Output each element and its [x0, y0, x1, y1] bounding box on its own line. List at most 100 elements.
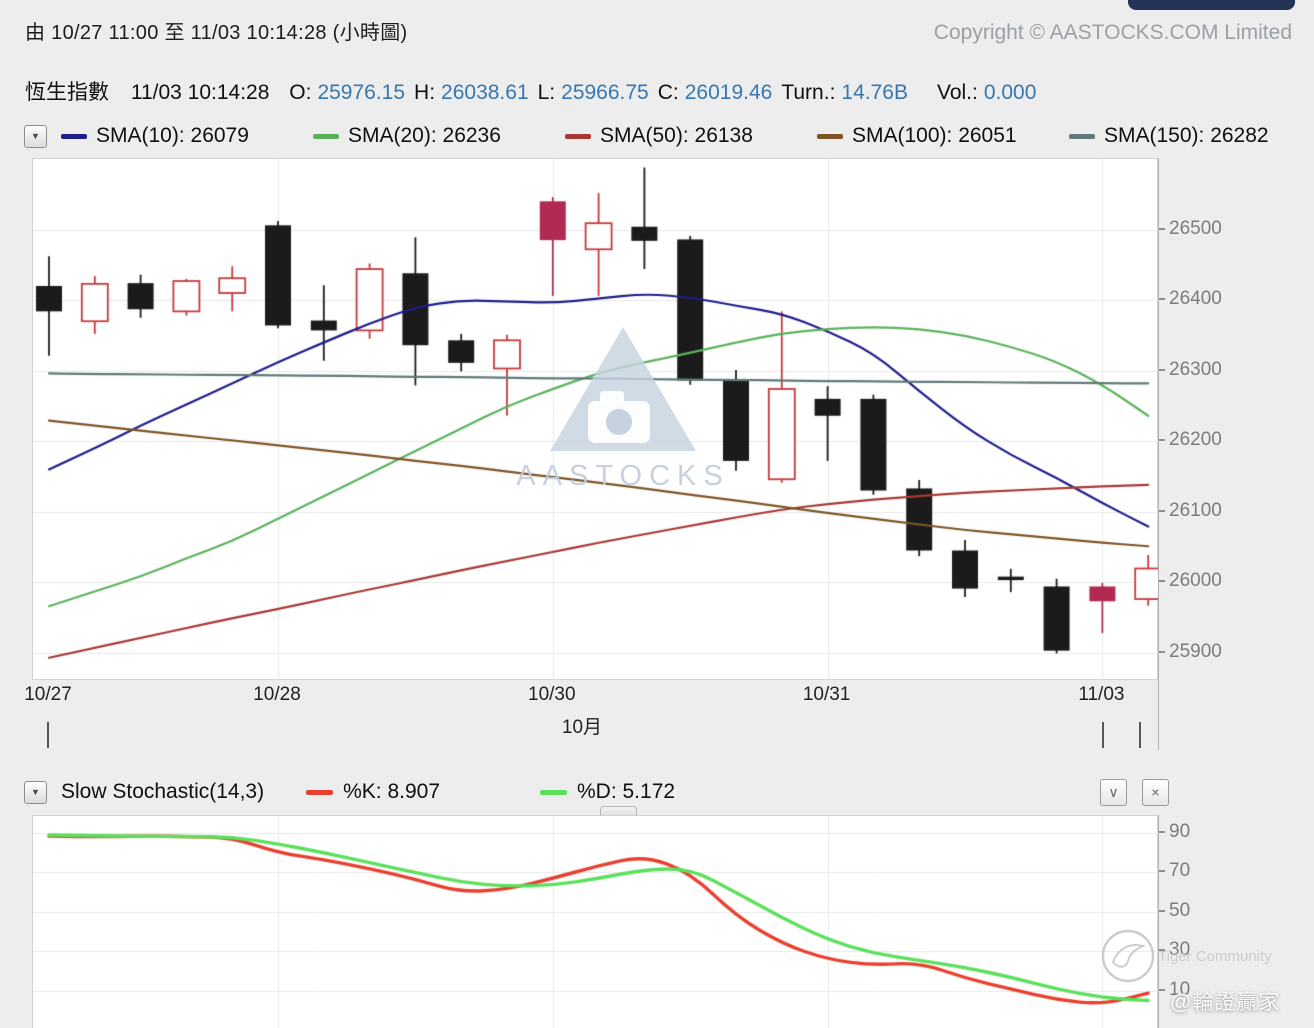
- close-icon: ×: [1151, 784, 1160, 800]
- sma-dropdown-button[interactable]: ▼: [24, 124, 47, 148]
- stoch-dropdown-button[interactable]: ▼: [24, 780, 47, 804]
- y-axis-tick: [1159, 870, 1165, 873]
- sma-legend-label: SMA(150): 26282: [1104, 124, 1269, 147]
- quote-field-value: 25976.15: [317, 81, 406, 104]
- quote-field-value: 0.000: [983, 81, 1037, 104]
- quote-field-label: L:: [537, 81, 556, 104]
- x-axis-month-label: 10月: [561, 717, 603, 738]
- quote-field-value: 14.76B: [841, 81, 908, 104]
- y-axis-tick: [1159, 227, 1165, 230]
- stoch-title: Slow Stochastic(14,3): [61, 780, 265, 803]
- y-axis-label: 26100: [1169, 499, 1222, 521]
- y-axis-label: 10: [1169, 978, 1191, 1000]
- sma-legend-item: SMA(50): 26138: [565, 124, 817, 148]
- sma-color-dash: [313, 133, 339, 139]
- y-axis-label: 26300: [1169, 358, 1222, 380]
- stoch-canvas[interactable]: [33, 816, 1159, 1028]
- y-axis-tick: [1159, 949, 1165, 952]
- y-axis-label: 26400: [1169, 288, 1222, 310]
- stoch-plot: [32, 815, 1159, 1028]
- header-row: 由 10/27 11:00 至 11/03 10:14:28 (小時圖) Cop…: [25, 16, 1292, 45]
- quote-field-value: 26019.46: [684, 81, 773, 104]
- x-axis-label: 10/27: [24, 684, 72, 705]
- quote-field-label: O:: [289, 81, 312, 104]
- chevron-down-icon: ▼: [31, 130, 40, 141]
- x-axis-label: 10/28: [253, 684, 301, 705]
- author-handle-watermark: @輪證贏家: [1170, 991, 1281, 1014]
- quote-field-value: 25966.75: [561, 81, 649, 104]
- sma-legend-row: ▼ SMA(10): 26079 SMA(20): 26236 SMA(50): 2…: [24, 122, 1314, 150]
- quote-field: C: 26019.46: [658, 81, 773, 104]
- sma-legend-label: SMA(10): 26079: [96, 124, 249, 147]
- sma-legend-items: SMA(10): 26079 SMA(20): 26236 SMA(50): 261…: [61, 124, 1314, 148]
- k-color-dash: [306, 789, 334, 795]
- copyright-label: Copyright © AASTOCKS.COM Limited: [933, 21, 1292, 44]
- quote-field: Turn.: 14.76B: [781, 81, 908, 104]
- main-chart-canvas[interactable]: [33, 159, 1159, 681]
- y-axis-label: 90: [1169, 820, 1191, 842]
- quote-field-label: Vol.:: [936, 81, 978, 104]
- x-axis-label: 10/30: [528, 684, 576, 705]
- stoch-y-axis: 90 70 50 30 10: [1158, 815, 1268, 1028]
- y-axis-label: 70: [1169, 860, 1191, 882]
- sma-legend-label: SMA(50): 26138: [600, 124, 753, 147]
- x-axis-tick: [1139, 722, 1141, 748]
- quote-field: L: 25966.75: [538, 81, 649, 104]
- y-axis-tick: [1159, 988, 1165, 991]
- tiger-community-label: Tiger Community: [1158, 947, 1272, 965]
- d-color-dash: [540, 789, 567, 795]
- main-chart-plot: AASTOCKS: [32, 158, 1159, 681]
- y-axis-label: 26500: [1169, 217, 1222, 239]
- quote-field: H: 26038.61: [414, 81, 529, 104]
- y-axis-label: 26000: [1169, 570, 1222, 592]
- quote-field-value: 26038.61: [441, 81, 529, 104]
- main-x-axis: 10/27 10/28 10/30 10/31 11/03: [0, 684, 1314, 708]
- sma-color-dash: [565, 133, 591, 139]
- sma-color-dash: [61, 133, 87, 139]
- quote-field: Vol.: 0.000: [937, 81, 1036, 104]
- x-axis-label: 10/31: [802, 684, 851, 705]
- sma-legend-item: SMA(150): 26282: [1069, 124, 1314, 148]
- x-axis-tick: [47, 722, 49, 748]
- stoch-close-button[interactable]: ×: [1142, 778, 1169, 806]
- y-axis-tick: [1159, 509, 1165, 512]
- quote-field-label: H:: [414, 81, 436, 104]
- quote-fields: O: 25976.15 H: 26038.61 L: 25966.75 C: 26019.46…: [289, 81, 1045, 104]
- sma-color-dash: [817, 133, 843, 139]
- sma-legend-label: SMA(20): 26236: [348, 124, 501, 147]
- y-axis-tick: [1159, 909, 1165, 912]
- y-axis-tick: [1159, 298, 1165, 301]
- y-axis-label: 26200: [1169, 429, 1222, 451]
- y-axis-label: 25900: [1169, 640, 1222, 662]
- y-axis-label: 50: [1169, 899, 1191, 921]
- y-axis-tick: [1159, 368, 1165, 371]
- y-axis-tick: [1159, 650, 1165, 653]
- y-axis-tick: [1159, 439, 1165, 442]
- sma-legend-item: SMA(10): 26079: [61, 124, 313, 148]
- date-range-label: 由 10/27 11:00 至 11/03 10:14:28 (小時圖): [25, 22, 408, 44]
- y-axis-tick: [1159, 830, 1165, 833]
- tiger-logo-icon: [1101, 929, 1155, 983]
- top-right-overlay: [1128, 0, 1295, 10]
- quote-field-label: C:: [657, 81, 679, 104]
- y-axis-tick: [1159, 580, 1165, 583]
- d-value-label: %D: 5.172: [577, 780, 676, 803]
- sma-legend-label: SMA(100): 26051: [852, 124, 1017, 147]
- x-axis-tick: [1102, 722, 1104, 748]
- collapse-icon: ∨: [1108, 783, 1119, 800]
- quote-field-label: Turn.:: [781, 81, 836, 104]
- x-axis-label: 11/03: [1078, 684, 1125, 705]
- stoch-collapse-button[interactable]: ∨: [1100, 778, 1127, 806]
- sma-color-dash: [1069, 133, 1095, 139]
- sma-legend-item: SMA(20): 26236: [313, 124, 565, 148]
- quote-datetime: 11/03 10:14:28: [130, 81, 270, 104]
- main-y-axis: 26500 26400 26300 26200 26100 26000 25900: [1158, 158, 1268, 750]
- stoch-legend-row: ▼ Slow Stochastic(14,3) %K: 8.907 %D: 5.…: [24, 777, 1169, 807]
- index-name: 恆生指數: [25, 81, 109, 104]
- chevron-down-icon: ▼: [31, 786, 40, 797]
- tiger-community-watermark: Tiger Community: [1100, 928, 1272, 984]
- y-axis-label: 30: [1169, 939, 1191, 961]
- quote-field: O: 25976.15: [289, 81, 405, 104]
- quote-row: 恆生指數 11/03 10:14:28 O: 25976.15 H: 26038.61…: [25, 76, 1045, 106]
- k-value-label: %K: 8.907: [343, 780, 440, 803]
